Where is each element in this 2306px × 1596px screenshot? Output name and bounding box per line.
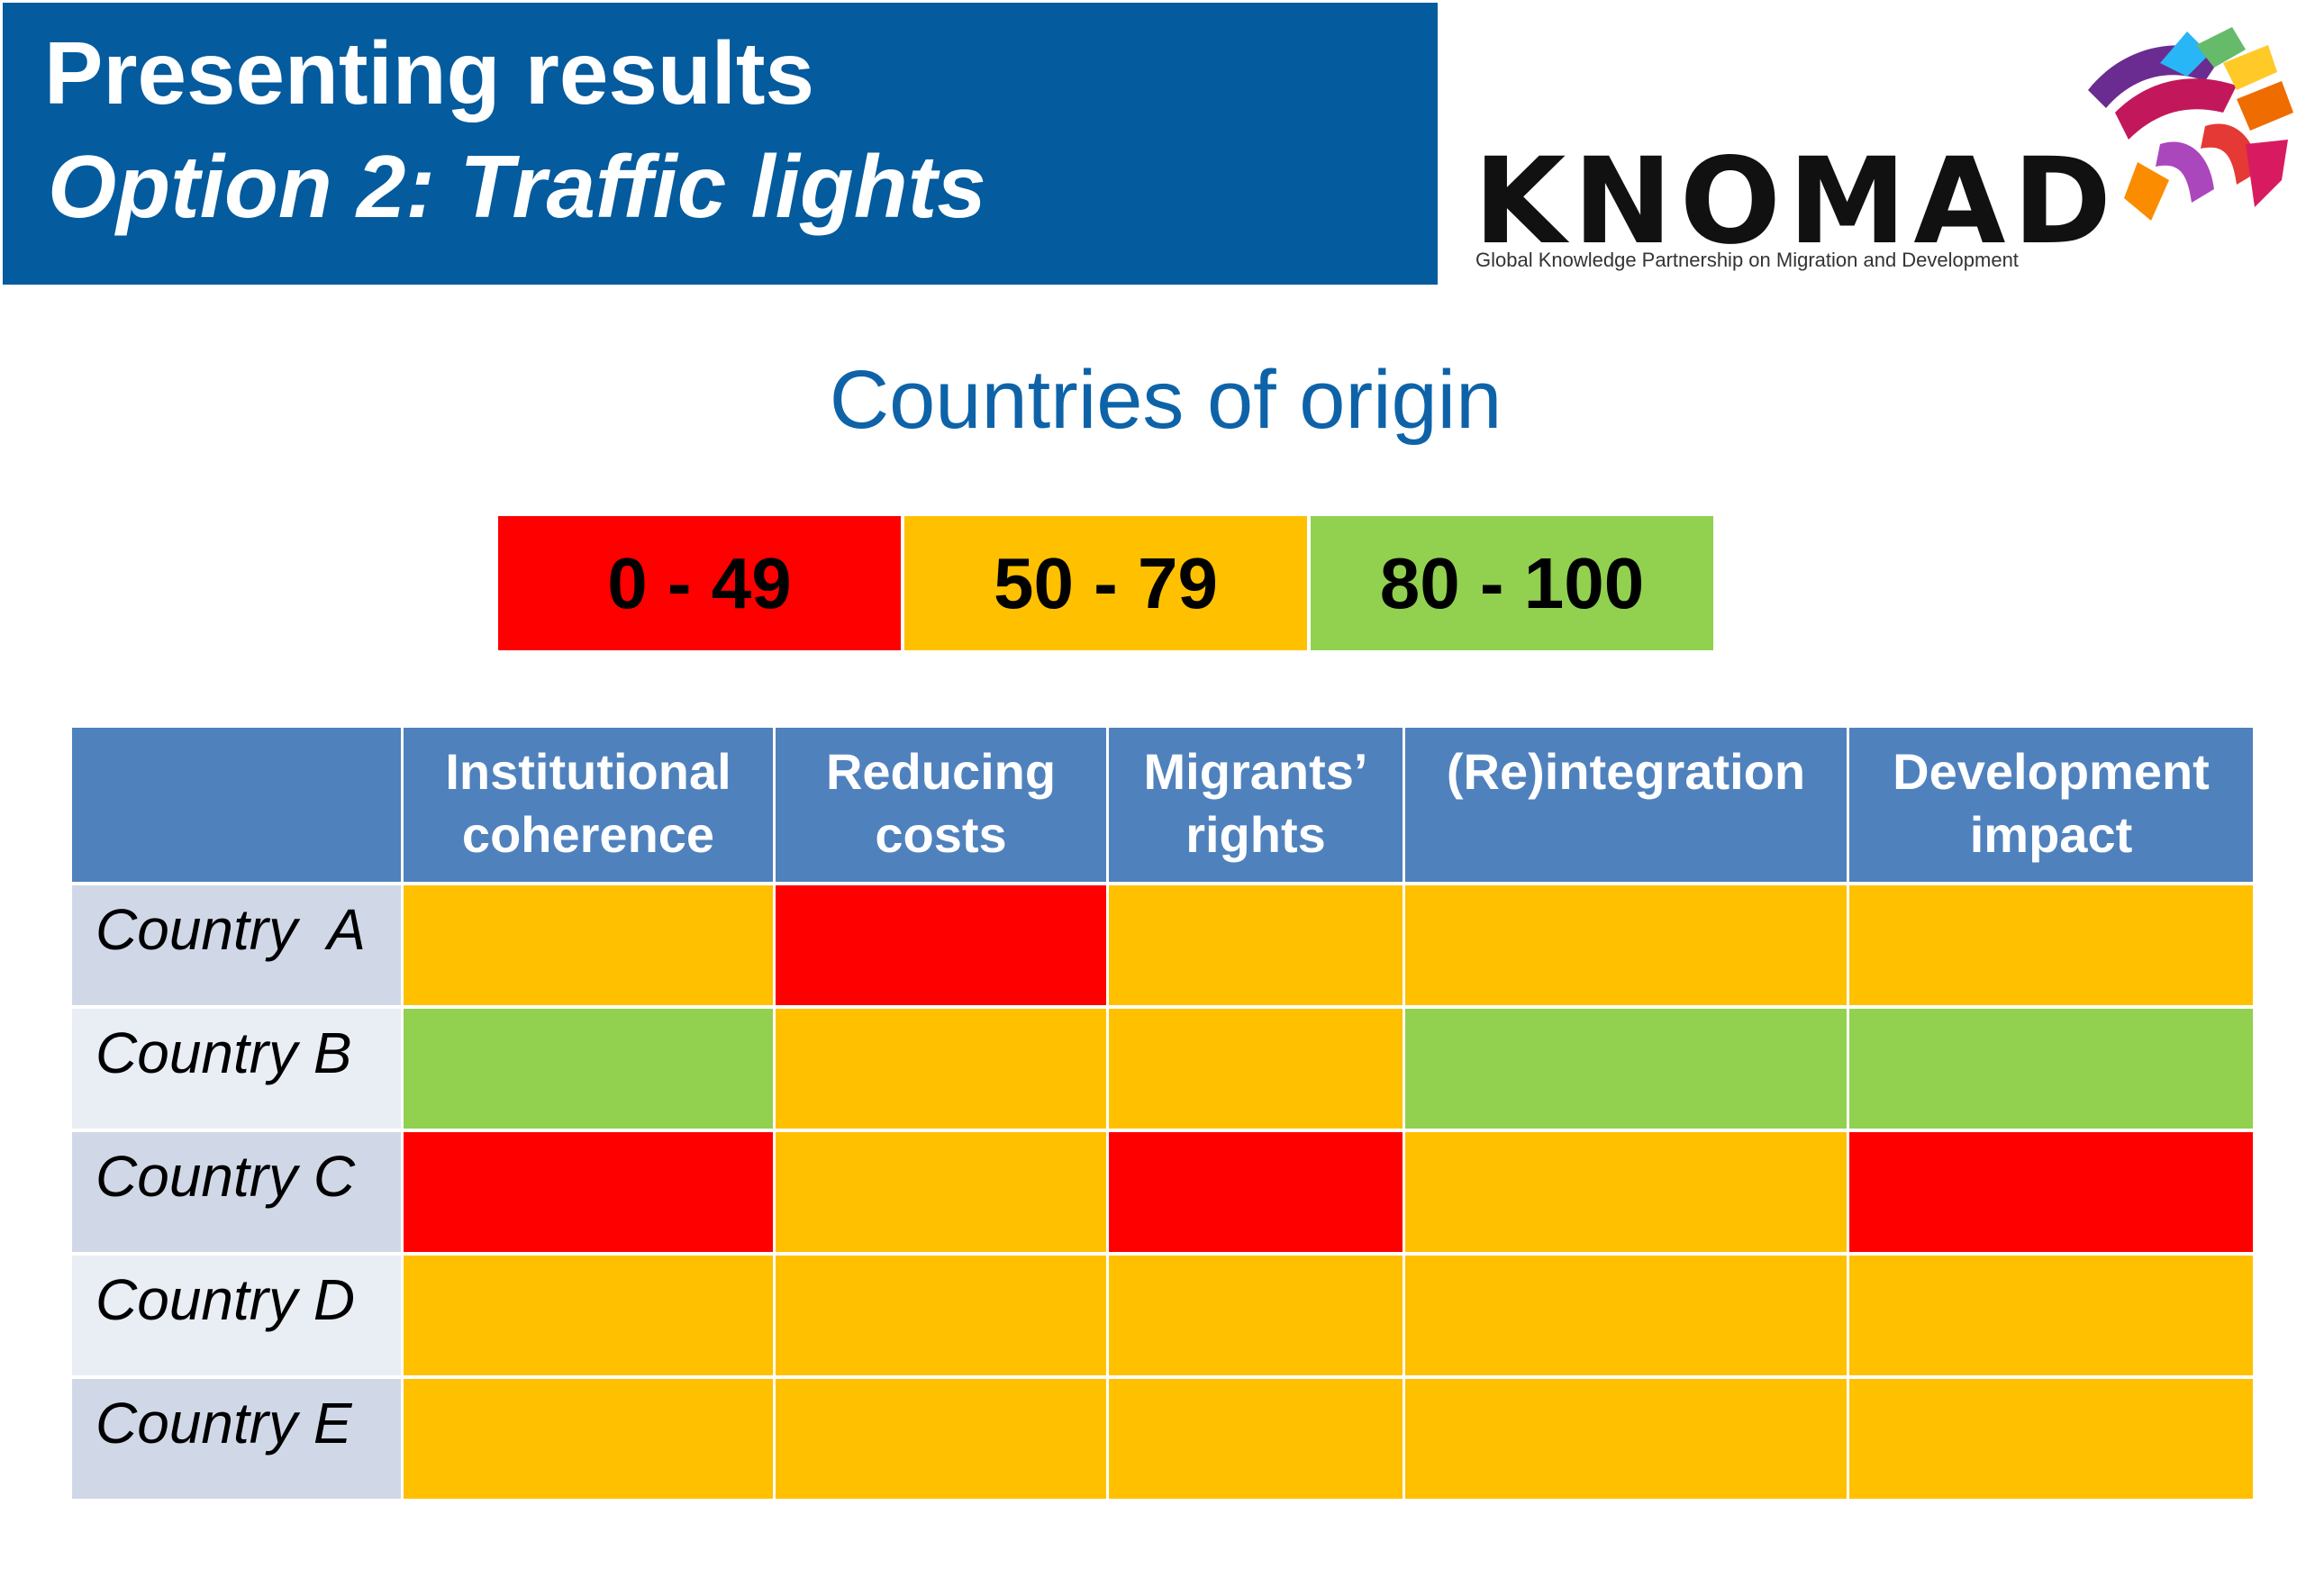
rating-cell-amber — [404, 1379, 773, 1499]
rating-cell-amber — [776, 1379, 1106, 1499]
column-header: Institutional coherence — [404, 728, 773, 882]
row-label: Country D — [72, 1256, 401, 1375]
knomad-logo: KNOMAD Global Knowledge Partnership on M… — [1466, 27, 2295, 288]
rating-cell-amber — [404, 1256, 773, 1375]
row-label: Country A — [72, 885, 401, 1005]
rating-cell-amber — [776, 1009, 1106, 1129]
title-banner: Presenting results Option 2: Traffic lig… — [3, 3, 1438, 285]
legend-item: 80 - 100 — [1311, 516, 1713, 650]
section-heading: Countries of origin — [829, 354, 1503, 446]
row-label: Country B — [72, 1009, 401, 1129]
column-header: Reducing costs — [776, 728, 1106, 882]
rating-cell-amber — [1849, 1256, 2253, 1375]
row-label: Country E — [72, 1379, 401, 1499]
row-label: Country C — [72, 1132, 401, 1252]
rating-cell-red — [776, 885, 1106, 1005]
rating-cell-red — [1849, 1132, 2253, 1252]
rating-cell-red — [1109, 1132, 1403, 1252]
traffic-light-legend: 0 - 49 50 - 79 80 - 100 — [498, 516, 1713, 650]
legend-item: 50 - 79 — [904, 516, 1307, 650]
rating-cell-green — [1849, 1009, 2253, 1129]
rating-cell-amber — [1109, 1379, 1403, 1499]
slide-title: Presenting results — [44, 23, 815, 122]
slide-subtitle-option: Option 2: Traffic lights — [48, 137, 986, 236]
rating-cell-amber — [776, 1256, 1106, 1375]
logo-wordmark: KNOMAD — [1474, 132, 2120, 271]
rating-cell-amber — [1405, 1379, 1847, 1499]
rating-cell-amber — [404, 885, 773, 1005]
rating-cell-amber — [1109, 1256, 1403, 1375]
rating-cell-green — [1405, 1009, 1847, 1129]
table-corner-header — [72, 728, 401, 882]
logo-tagline: Global Knowledge Partnership on Migratio… — [1475, 249, 2019, 271]
rating-cell-amber — [1405, 1256, 1847, 1375]
rating-cell-amber — [1849, 1379, 2253, 1499]
rating-cell-red — [404, 1132, 773, 1252]
rating-cell-green — [404, 1009, 773, 1129]
legend-item: 0 - 49 — [498, 516, 901, 650]
rating-cell-amber — [776, 1132, 1106, 1252]
results-table: Institutional coherence Reducing costs Mig… — [72, 728, 2253, 1505]
rating-cell-amber — [1849, 885, 2253, 1005]
column-header: Development impact — [1849, 728, 2253, 882]
column-header: Migrants’ rights — [1109, 728, 1403, 882]
logo-swoosh-icon — [2088, 27, 2293, 221]
rating-cell-amber — [1109, 1009, 1403, 1129]
rating-cell-amber — [1405, 885, 1847, 1005]
rating-cell-amber — [1109, 885, 1403, 1005]
column-header: (Re)integration — [1405, 728, 1847, 882]
rating-cell-amber — [1405, 1132, 1847, 1252]
